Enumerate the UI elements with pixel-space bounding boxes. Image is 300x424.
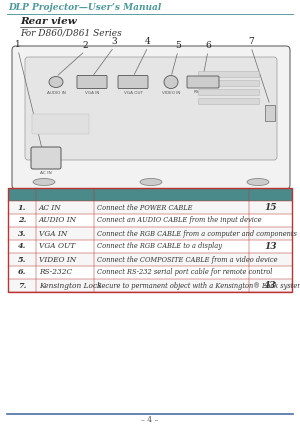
Text: AUDIO IN: AUDIO IN [46, 90, 65, 95]
Text: 7.: 7. [18, 282, 26, 290]
Ellipse shape [247, 179, 269, 186]
Text: 3: 3 [111, 37, 117, 46]
Text: optoma: optoma [47, 120, 73, 128]
Text: 4: 4 [145, 37, 151, 46]
Bar [8, 214, 292, 227]
FancyBboxPatch shape [199, 98, 260, 104]
FancyBboxPatch shape [187, 76, 219, 88]
Text: Connect the POWER CABLE: Connect the POWER CABLE [97, 204, 193, 212]
Text: Kensington Lock: Kensington Lock [39, 282, 102, 290]
Text: 5: 5 [175, 41, 181, 50]
Bar [8, 227, 292, 240]
Text: 2: 2 [82, 41, 88, 50]
Text: 7: 7 [248, 37, 254, 46]
Text: Connect an AUDIO CABLE from the input device: Connect an AUDIO CABLE from the input de… [97, 217, 262, 224]
FancyBboxPatch shape [12, 46, 290, 189]
Text: DLP Projector—User’s Manual: DLP Projector—User’s Manual [8, 3, 161, 12]
Text: VIDEO IN: VIDEO IN [39, 256, 76, 263]
Text: VGA IN: VGA IN [39, 229, 68, 237]
Bar [8, 240, 292, 253]
Ellipse shape [140, 179, 162, 186]
Text: AC IN: AC IN [39, 204, 62, 212]
Text: AC IN: AC IN [40, 171, 52, 175]
Text: VIDEO IN: VIDEO IN [162, 92, 180, 95]
Text: 5.: 5. [18, 256, 26, 263]
FancyBboxPatch shape [199, 89, 260, 95]
Text: For D860/D861 Series: For D860/D861 Series [20, 29, 122, 38]
Text: – 4 –: – 4 – [141, 416, 159, 424]
Text: Connect RS-232 serial port cable for remote control: Connect RS-232 serial port cable for rem… [97, 268, 272, 276]
Text: Item: Item [11, 190, 32, 198]
Text: Description: Description [146, 190, 198, 198]
Text: 13: 13 [264, 242, 277, 251]
Text: 4.: 4. [18, 243, 26, 251]
Bar [8, 188, 292, 201]
Text: Connect the RGB CABLE to a display: Connect the RGB CABLE to a display [97, 243, 222, 251]
Text: 3.: 3. [18, 229, 26, 237]
FancyBboxPatch shape [199, 81, 260, 86]
Bar [8, 279, 292, 292]
Text: RS-232C: RS-232C [194, 90, 212, 94]
Ellipse shape [164, 75, 178, 89]
FancyBboxPatch shape [118, 75, 148, 89]
Text: 15: 15 [264, 203, 277, 212]
Text: VGA OUT: VGA OUT [124, 90, 142, 95]
Text: Secure to permanent object with a Kensington® Lock system: Secure to permanent object with a Kensin… [97, 282, 300, 290]
Bar [8, 201, 292, 214]
Ellipse shape [33, 179, 55, 186]
Text: 6: 6 [205, 41, 211, 50]
Text: 43: 43 [264, 281, 277, 290]
Text: VGA OUT: VGA OUT [39, 243, 75, 251]
FancyBboxPatch shape [199, 72, 260, 78]
Text: 6.: 6. [18, 268, 26, 276]
FancyBboxPatch shape [31, 147, 61, 169]
FancyBboxPatch shape [32, 114, 89, 134]
Text: 1.: 1. [18, 204, 26, 212]
Text: Connect the RGB CABLE from a computer and components: Connect the RGB CABLE from a computer an… [97, 229, 297, 237]
Bar [8, 188, 292, 292]
Text: Rear view: Rear view [20, 17, 76, 26]
Text: VGA IN: VGA IN [85, 90, 99, 95]
Bar [265, 105, 275, 121]
Bar [8, 253, 292, 266]
FancyBboxPatch shape [77, 75, 107, 89]
Text: AUDIO IN: AUDIO IN [39, 217, 77, 224]
Bar [8, 266, 292, 279]
Text: Label: Label [53, 190, 77, 198]
Ellipse shape [49, 76, 63, 87]
Text: 2.: 2. [18, 217, 26, 224]
FancyBboxPatch shape [25, 57, 277, 160]
Text: RS-232C: RS-232C [39, 268, 72, 276]
Text: Connect the COMPOSITE CABLE from a video device: Connect the COMPOSITE CABLE from a video… [97, 256, 278, 263]
Text: 1: 1 [15, 40, 21, 49]
Text: See Page:: See Page: [249, 190, 292, 198]
